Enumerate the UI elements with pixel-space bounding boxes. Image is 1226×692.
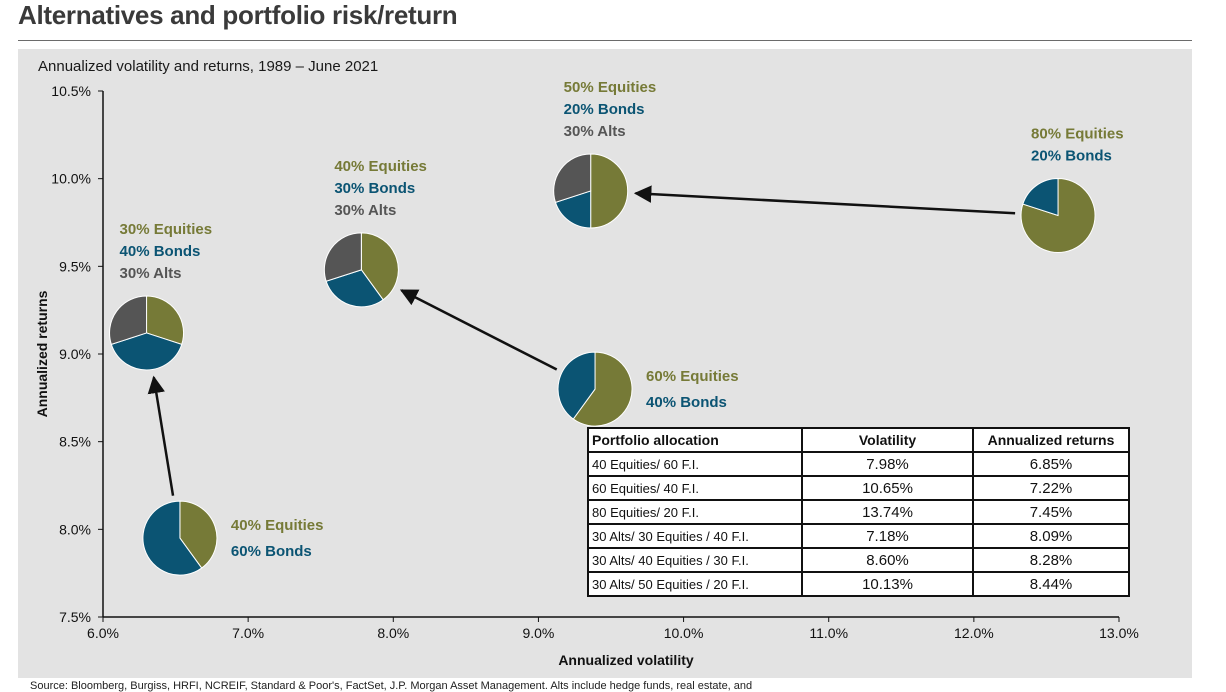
source-note: Source: Bloomberg, Burgiss, HRFI, NCREIF… — [30, 680, 753, 692]
table-cell: 7.22% — [972, 475, 1130, 501]
table-cell: 10.65% — [801, 475, 974, 501]
pie-label: 40% Equities — [231, 517, 324, 534]
y-tick-label: 8.5% — [59, 434, 91, 450]
bonds-slice — [325, 269, 384, 308]
table-cell: 13.74% — [801, 499, 974, 525]
pie-label: 30% Alts — [334, 202, 396, 219]
table-row: 40 Equities/ 60 F.I. 7.98% 6.85% — [587, 451, 1130, 477]
pie-p30-50-20 — [553, 153, 629, 229]
x-tick-label: 12.0% — [954, 625, 994, 641]
x-tick-label: 6.0% — [87, 625, 119, 641]
x-tick-label: 13.0% — [1099, 625, 1139, 641]
pie-label: 20% Bonds — [1031, 147, 1112, 164]
table-cell: 8.60% — [801, 547, 974, 573]
pie-markers — [109, 153, 1096, 576]
pie-label: 40% Bonds — [646, 394, 727, 411]
table-row: 30 Alts/ 40 Equities / 30 F.I. 8.60% 8.2… — [587, 547, 1130, 573]
pie-label: 30% Alts — [120, 265, 182, 282]
x-tick-label: 8.0% — [377, 625, 409, 641]
pie-label: 80% Equities — [1031, 125, 1124, 142]
equities-slice — [179, 500, 218, 569]
table-cell: 30 Alts/ 50 Equities / 20 F.I. — [587, 571, 803, 597]
pie-p40-60 — [142, 500, 218, 576]
pie-p30-40-30 — [323, 232, 399, 308]
table-cell: 7.18% — [801, 523, 974, 549]
pie-p60-40 — [557, 351, 633, 427]
transition-arrow — [633, 185, 1016, 215]
column-header: Annualized returns — [972, 427, 1130, 453]
pie-labels: 40% Equities 60% Bonds 60% Equities 40% Bon… — [120, 79, 1124, 560]
x-tick-label: 10.0% — [664, 625, 704, 641]
y-tick-label: 10.0% — [51, 171, 91, 187]
table-cell: 10.13% — [801, 571, 974, 597]
pie-label: 40% Equities — [334, 158, 427, 175]
table-cell: 8.09% — [972, 523, 1130, 549]
allocation-table: Portfolio allocation Volatility Annualiz… — [587, 427, 1130, 597]
table-cell: 8.44% — [972, 571, 1130, 597]
transition-arrow — [147, 375, 175, 496]
table-cell: 60 Equities/ 40 F.I. — [587, 475, 803, 501]
pie-p30-30-40 — [109, 295, 185, 371]
y-axis-label: Annualized returns — [34, 290, 50, 417]
table-cell: 7.98% — [801, 451, 974, 477]
pie-label: 30% Equities — [120, 221, 213, 238]
pie-label: 30% Alts — [564, 123, 626, 140]
page-title: Alternatives and portfolio risk/return — [18, 0, 458, 30]
bonds-slice — [1022, 177, 1059, 217]
pie-label: 60% Bonds — [231, 543, 312, 560]
pie-label: 40% Bonds — [120, 243, 201, 260]
table-row: 60 Equities/ 40 F.I. 10.65% 7.22% — [587, 475, 1130, 501]
y-tick-label: 8.0% — [59, 521, 91, 537]
table-cell: 7.45% — [972, 499, 1130, 525]
x-tick-label: 9.0% — [522, 625, 554, 641]
y-tick-label: 9.0% — [59, 346, 91, 362]
pie-label: 50% Equities — [564, 79, 657, 96]
title-divider — [18, 40, 1192, 41]
table-cell: 30 Alts/ 30 Equities / 40 F.I. — [587, 523, 803, 549]
x-tick-label: 7.0% — [232, 625, 264, 641]
arrows — [147, 185, 1016, 496]
table-cell: 40 Equities/ 60 F.I. — [587, 451, 803, 477]
table-cell: 8.28% — [972, 547, 1130, 573]
table-cell: 6.85% — [972, 451, 1130, 477]
x-axis-label: Annualized volatility — [558, 652, 694, 668]
table-header-row: Portfolio allocation Volatility Annualiz… — [587, 427, 1130, 453]
axes: 6.0% 7.0% 8.0% 9.0% 10.0% 11.0% 12.0% 13.0% 7.5%… — [34, 83, 1139, 668]
pie-label: 60% Equities — [646, 368, 739, 385]
y-tick-label: 7.5% — [59, 609, 91, 625]
alts-slice — [553, 153, 592, 204]
equities-slice — [146, 295, 185, 346]
pie-label: 20% Bonds — [564, 101, 645, 118]
alts-slice — [323, 232, 362, 282]
equities-slice — [590, 153, 629, 229]
transition-arrow — [399, 289, 558, 371]
bonds-slice — [110, 332, 183, 371]
equities-slice — [360, 232, 399, 301]
table-row: 80 Equities/ 20 F.I. 13.74% 7.45% — [587, 499, 1130, 525]
y-tick-label: 9.5% — [59, 258, 91, 274]
table-row: 30 Alts/ 30 Equities / 40 F.I. 7.18% 8.0… — [587, 523, 1130, 549]
bonds-slice — [554, 190, 592, 229]
equities-slice — [572, 351, 633, 427]
x-tick-label: 11.0% — [809, 625, 848, 641]
column-header: Volatility — [801, 427, 974, 453]
chart-subtitle: Annualized volatility and returns, 1989 … — [38, 58, 379, 75]
pie-p80-20 — [1020, 177, 1096, 253]
column-header: Portfolio allocation — [587, 427, 803, 453]
table-row: 30 Alts/ 50 Equities / 20 F.I. 10.13% 8.… — [587, 571, 1130, 597]
alts-slice — [109, 295, 148, 346]
pie-label: 30% Bonds — [334, 180, 415, 197]
bonds-slice — [142, 500, 203, 576]
y-tick-label: 10.5% — [51, 83, 91, 99]
table-cell: 30 Alts/ 40 Equities / 30 F.I. — [587, 547, 803, 573]
bonds-slice — [557, 351, 596, 420]
table-cell: 80 Equities/ 20 F.I. — [587, 499, 803, 525]
